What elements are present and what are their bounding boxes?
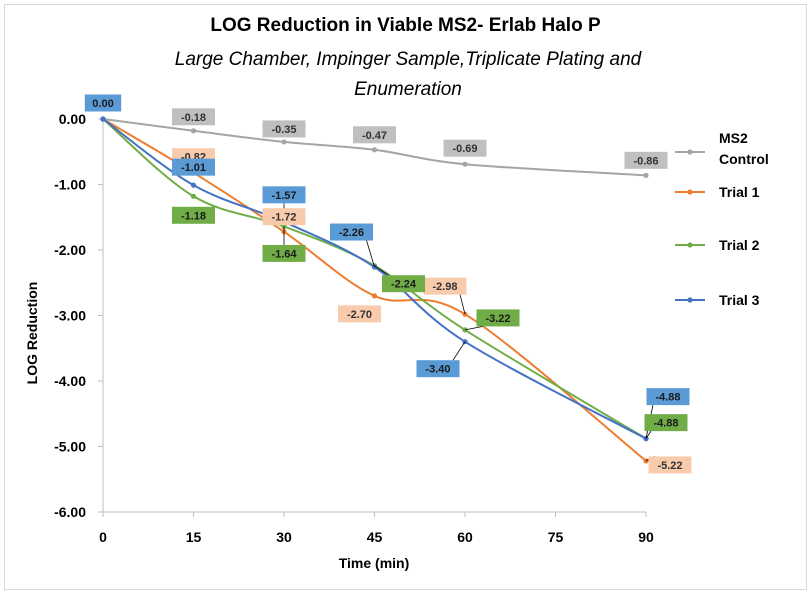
data-label: -0.35 (271, 124, 296, 136)
data-label-box (382, 275, 425, 293)
data-label-box (338, 305, 381, 323)
legend-label: MS2 (719, 130, 748, 146)
legend-label: Trial 1 (719, 184, 760, 200)
data-label: -1.64 (271, 248, 297, 260)
data-label-box (84, 94, 122, 112)
data-label-box (262, 120, 306, 138)
data-label-box (416, 360, 460, 378)
data-label-box (172, 108, 215, 126)
data-label-box (476, 309, 520, 327)
x-tick-label: 0 (99, 529, 107, 545)
data-point-ms2-control (190, 128, 197, 134)
data-label-box (262, 244, 306, 262)
data-label: 0.00 (92, 98, 113, 110)
x-tick-label: 15 (186, 529, 202, 545)
chart-frame (4, 4, 807, 590)
legend-swatch-marker (687, 149, 693, 155)
data-label-box (648, 456, 692, 474)
chart-subtitle: Large Chamber, Impinger Sample,Triplicat… (174, 49, 642, 100)
data-label-box (423, 277, 467, 295)
y-tick-label: -2.00 (54, 242, 86, 258)
data-label-box (172, 158, 215, 176)
y-tick-label: -6.00 (54, 504, 86, 520)
series-line-trial-3 (102, 118, 647, 440)
chart-axes: 0.00 -1.00 -2.00 -3.00 -4.00 -5.00 -6.00 0 15 30 4… (54, 111, 654, 545)
data-point-ms2-control (462, 161, 468, 167)
legend-label: Trial 2 (719, 237, 760, 253)
data-label: -3.40 (425, 364, 450, 376)
data-point-ms2-control (281, 139, 287, 145)
x-tick-label: 45 (367, 529, 383, 545)
x-tick-label: 75 (548, 529, 564, 545)
data-point-trial-1 (371, 293, 378, 299)
data-label: -1.01 (181, 162, 206, 174)
data-label: -4.88 (653, 418, 678, 430)
data-label-box (262, 208, 306, 226)
data-label: -4.88 (655, 392, 680, 404)
data-point-ms2-control (371, 147, 378, 153)
y-axis-title: LOG Reduction (24, 282, 40, 385)
y-tick-label: 0.00 (59, 111, 86, 127)
legend-swatch-marker (687, 242, 693, 248)
data-label: -0.18 (181, 112, 206, 124)
leader-line (452, 341, 466, 361)
chart-title: LOG Reduction in Viable MS2- Erlab Halo … (210, 15, 601, 36)
legend-swatch-marker (687, 297, 693, 303)
data-label-box (443, 139, 487, 157)
legend-swatch-marker (687, 189, 693, 195)
data-label: -2.70 (347, 309, 372, 321)
data-point-trial-2 (190, 193, 197, 199)
data-label-box (330, 223, 373, 241)
data-label: -0.47 (362, 130, 387, 142)
leader-line (366, 240, 375, 268)
data-label-box (646, 388, 690, 406)
data-labels: -0.18-0.35 -0.47-0.69-0.86-0.82-1.72-2.70… (84, 94, 692, 474)
y-tick-label: -3.00 (54, 308, 86, 324)
legend: MS2 Control Trial 1 Trial 2 Trial 3 (675, 130, 769, 308)
data-label: -5.22 (657, 460, 682, 472)
leader-line (645, 430, 652, 439)
leader-line (374, 265, 389, 276)
x-tick-label: 90 (638, 529, 654, 545)
leader-line (464, 326, 484, 331)
data-label: -1.18 (181, 210, 206, 222)
legend-label: Control (719, 151, 769, 167)
data-label-box (172, 206, 215, 224)
data-label: -0.69 (452, 143, 477, 155)
data-label-box (644, 414, 688, 432)
data-label: -1.72 (271, 212, 296, 224)
x-tick-label: 30 (276, 529, 292, 545)
data-label: -1.57 (271, 190, 296, 202)
data-point-trial-3 (100, 116, 106, 122)
data-label: -2.24 (391, 279, 417, 291)
series-line-ms2-control (102, 118, 647, 177)
data-label: -3.22 (485, 313, 510, 325)
legend-label: Trial 3 (719, 292, 760, 308)
x-axis-title: Time (min) (339, 555, 410, 571)
label-leader-lines (283, 203, 656, 462)
y-tick-label: -4.00 (54, 373, 86, 389)
data-label-box (624, 151, 668, 169)
data-label-box (262, 186, 306, 204)
data-point-ms2-control (643, 172, 649, 178)
data-label-box (353, 126, 396, 144)
data-label: -2.98 (432, 281, 457, 293)
leader-line (459, 294, 466, 315)
data-label: -2.26 (339, 227, 364, 239)
x-tick-label: 60 (457, 529, 473, 545)
y-tick-label: -1.00 (54, 177, 86, 193)
data-point-trial-3 (190, 182, 197, 188)
y-tick-label: -5.00 (54, 439, 86, 455)
data-label: -0.86 (633, 155, 658, 167)
